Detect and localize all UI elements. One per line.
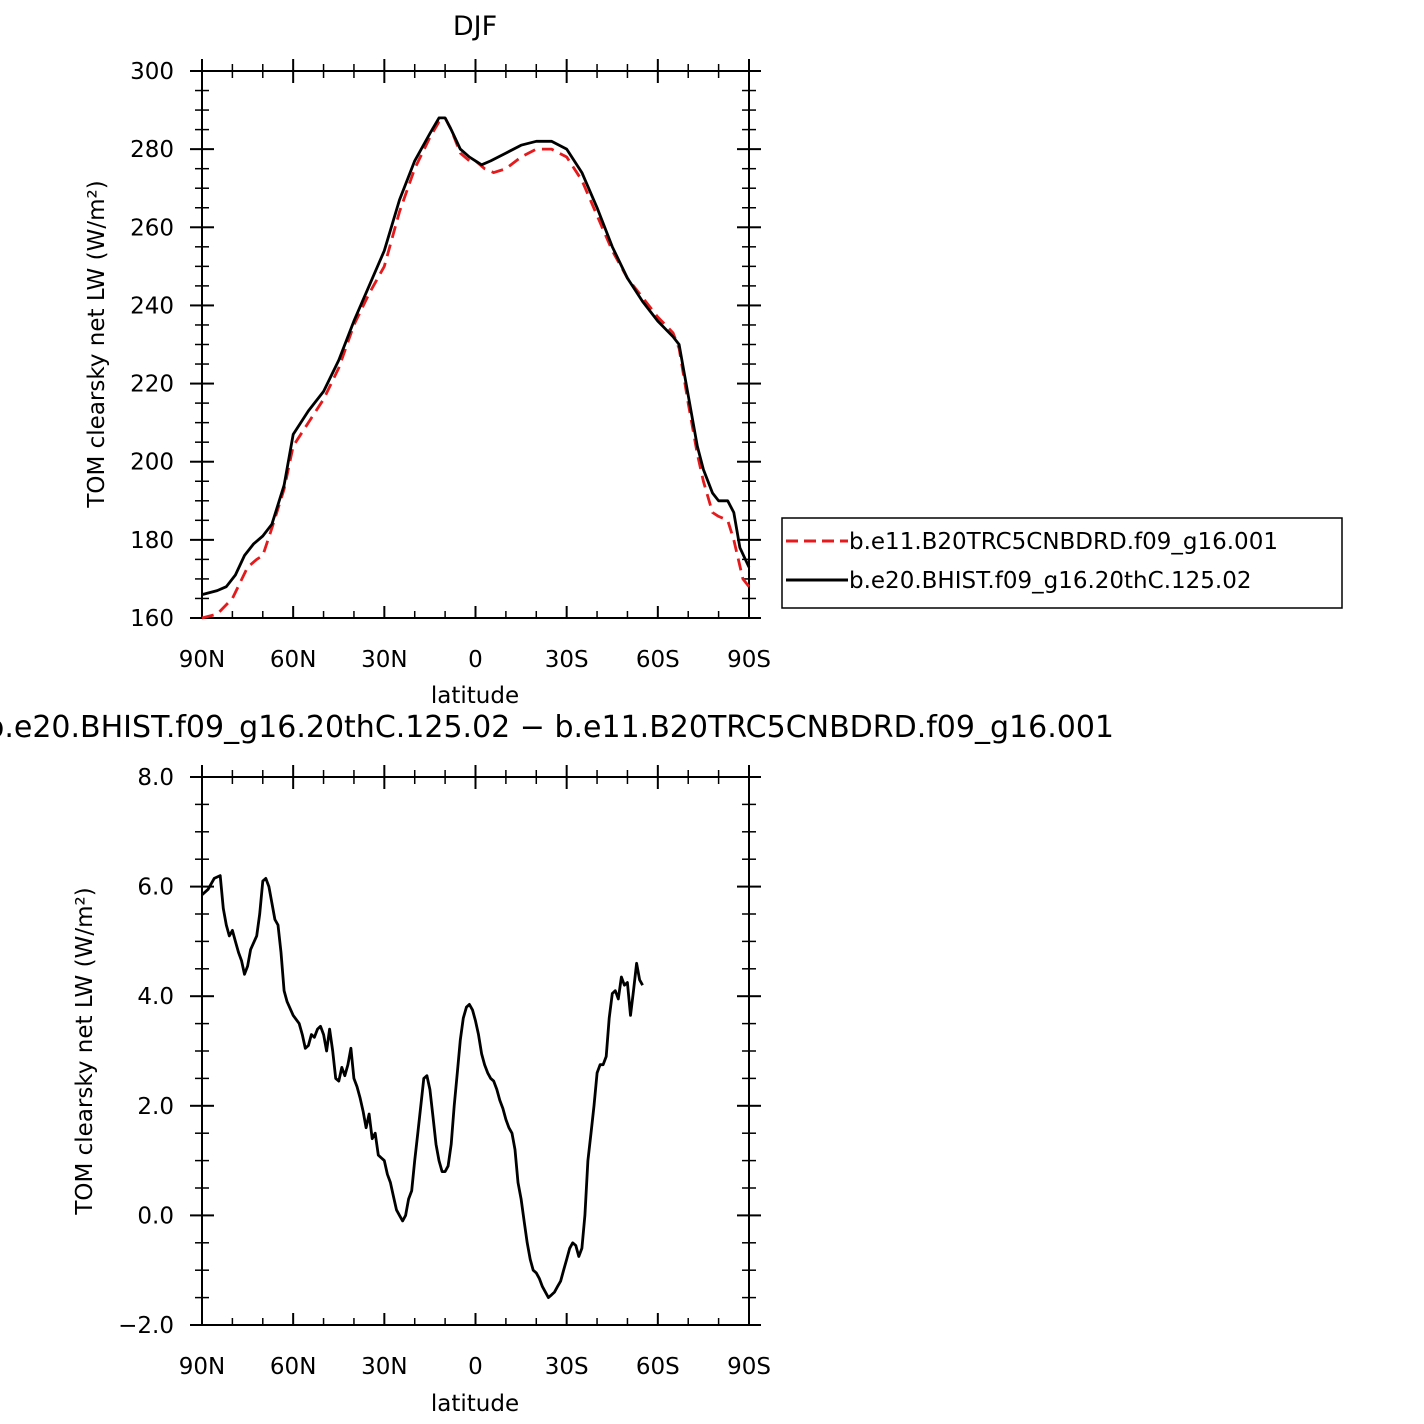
x-tick-label: 90S [727,1354,771,1380]
legend: b.e11.B20TRC5CNBDRD.f09_g16.001 b.e20.BH… [781,517,1343,609]
y-tick-label: 180 [130,528,174,554]
x-tick-label: 30N [361,1354,407,1380]
series-lines [201,874,644,1299]
y-tick-label: 160 [130,606,174,632]
x-tick-label: 30S [545,1354,589,1380]
axis-tick-labels: 90N 60N 30N 0 30S 60S 90S −2.0 0.0 2.0 4.0 6.0 8.0 [118,765,771,1380]
x-tick-label: 90N [179,647,225,673]
y-tick-label: 280 [130,137,174,163]
legend-entry: b.e11.B20TRC5CNBDRD.f09_g16.001 [849,529,1278,555]
x-tick-label: 90N [179,1354,225,1380]
x-axis-label: latitude [431,683,519,709]
plot-frame [201,776,750,1326]
series-line-0 [201,116,751,620]
y-axis-label: TOM clearsky net LW (W/m²) [72,887,98,1215]
x-tick-label: 90S [727,647,771,673]
axis-tick-labels: 90N 60N 30N 0 30S 60S 90S 160 180 200 220 240 260 280… [130,59,771,673]
x-tick-label: 0 [468,1354,483,1380]
x-axis-label: latitude [431,1391,519,1417]
plot-frame [201,70,750,619]
y-tick-label: −2.0 [118,1313,174,1339]
y-tick-label: 8.0 [137,765,174,791]
djf-chart: DJF 90N 60N 30N 0 30S 60S 90S 160 180 200 220 240 26… [84,11,771,709]
y-tick-label: 0.0 [137,1203,174,1229]
y-tick-label: 220 [130,372,174,398]
series-line-0 [201,874,644,1299]
chart-title: DJF [453,11,497,42]
x-tick-label: 0 [468,647,483,673]
x-tick-label: 30N [361,647,407,673]
series-line-1 [201,116,751,596]
x-tick-label: 60N [270,647,316,673]
y-tick-label: 6.0 [137,875,174,901]
y-tick-label: 260 [130,215,174,241]
legend-entry: b.e20.BHIST.f09_g16.20thC.125.02 [849,568,1251,594]
axis-ticks [190,59,761,619]
y-axis-label: TOM clearsky net LW (W/m²) [84,180,110,508]
x-tick-label: 60N [270,1354,316,1380]
y-tick-label: 240 [130,293,174,319]
x-tick-label: 30S [545,647,589,673]
y-tick-label: 4.0 [137,984,174,1010]
y-tick-label: 2.0 [137,1094,174,1120]
series-lines [201,116,751,620]
chart-title: b.e20.BHIST.f09_g16.20thC.125.02 − b.e11… [0,710,1114,745]
difference-chart: b.e20.BHIST.f09_g16.20thC.125.02 − b.e11… [0,710,1114,1417]
y-tick-label: 300 [130,59,174,85]
x-tick-label: 60S [636,647,680,673]
x-tick-label: 60S [636,1354,680,1380]
axis-ticks [190,765,761,1326]
y-tick-label: 200 [130,450,174,476]
legend-box [781,517,1343,609]
